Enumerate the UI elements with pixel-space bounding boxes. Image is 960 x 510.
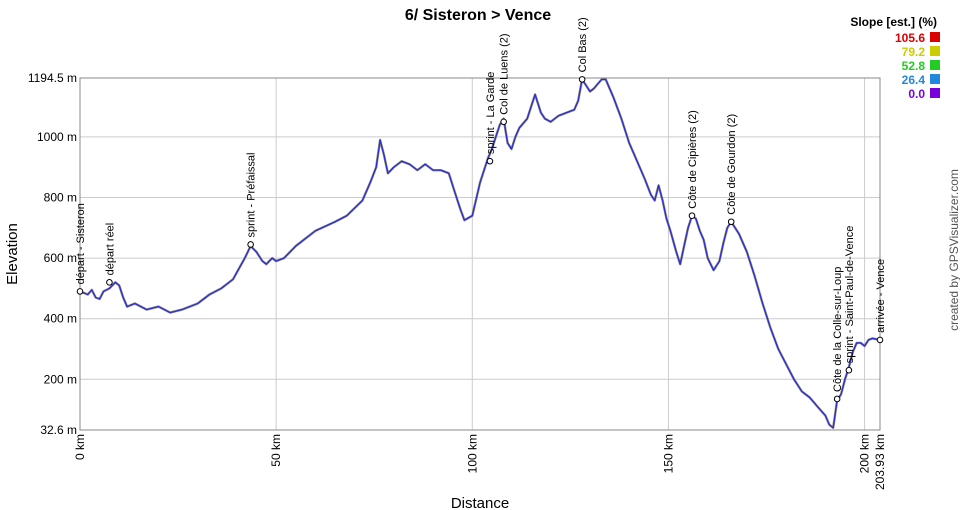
waypoint-label: sprint - La Garde <box>485 72 497 155</box>
elevation-line <box>79 78 881 429</box>
y-tick-label: 1000 m <box>37 130 77 144</box>
x-axis-label: Distance <box>451 495 509 510</box>
waypoint-label: arrivée - Vence <box>875 259 887 333</box>
waypoint-marker <box>833 395 841 403</box>
waypoint-label: départ - Sisteron <box>75 203 87 284</box>
waypoint-label: Col Bas (2) <box>577 17 589 72</box>
series-lines <box>79 78 881 429</box>
x-tick-label: 203.93 km <box>873 434 887 490</box>
legend: 105.679.252.826.40.0 <box>895 31 940 101</box>
legend-entry-label: 52.8 <box>902 59 926 73</box>
y-tick-label: 200 m <box>44 372 77 386</box>
credit-text: created by GPSVisualizer.com <box>947 169 960 331</box>
waypoint-marker <box>247 241 254 248</box>
waypoint-label: départ réel <box>104 223 116 276</box>
legend-swatch <box>930 46 940 56</box>
y-tick-label: 1194.5 m <box>28 71 77 85</box>
y-tick-label: 32.6 m <box>40 423 77 437</box>
y-axis-label: Elevation <box>4 223 21 285</box>
x-tick-label: 200 km <box>858 434 872 473</box>
plot-frame <box>79 77 881 431</box>
x-tick-label: 0 km <box>73 434 87 460</box>
waypoint-marker <box>578 76 586 83</box>
chart-title: 6/ Sisteron > Vence <box>405 7 551 24</box>
x-tick-label: 150 km <box>661 434 675 473</box>
waypoint-marker <box>486 157 494 165</box>
waypoint-marker <box>688 212 696 219</box>
waypoint-marker <box>106 279 113 286</box>
waypoint-label: sprint - Saint-Paul-de-Vence <box>844 226 856 364</box>
x-tick-label: 100 km <box>465 434 479 473</box>
legend-title: Slope [est.] (%) <box>850 15 937 29</box>
waypoint-marker <box>500 118 507 126</box>
waypoint-label: sprint - Préfaissal <box>246 152 258 237</box>
waypoint-marker <box>845 366 853 374</box>
legend-entry-label: 26.4 <box>902 73 926 87</box>
waypoint-label: Côte de Gourdon (2) <box>726 114 738 215</box>
legend-swatch <box>930 88 940 98</box>
grid-lines <box>79 77 881 431</box>
waypoint-label: Côte de Cipières (2) <box>687 110 699 208</box>
x-axis-ticks: 0 km 50 km 100 km 150 km 200 km 203.93 km <box>73 434 887 490</box>
waypoint-marker <box>76 288 84 295</box>
waypoint-marker <box>727 218 735 226</box>
y-axis-ticks: 32.6 m 200 m 400 m 600 m 800 m 1000 m 1194.5 m <box>28 71 77 437</box>
legend-entry-label: 0.0 <box>908 87 925 101</box>
y-tick-label: 400 m <box>44 312 77 326</box>
legend-swatch <box>930 32 940 42</box>
legend-entry-label: 105.6 <box>895 31 925 45</box>
waypoint-marker <box>876 336 884 344</box>
y-tick-label: 800 m <box>44 191 77 205</box>
waypoint-label: Col de Luens (2) <box>499 33 511 114</box>
waypoint-markers: départ - Sisteron départ réel sprint - Pré… <box>75 17 887 403</box>
elevation-shade-line <box>79 78 881 429</box>
x-tick-label: 50 km <box>269 434 283 467</box>
legend-swatch <box>930 74 940 84</box>
waypoint-label: Côte de la Colle-sur-Loup <box>832 267 844 392</box>
legend-swatch <box>930 60 940 70</box>
legend-entry-label: 79.2 <box>902 45 926 59</box>
y-tick-label: 600 m <box>44 251 77 265</box>
